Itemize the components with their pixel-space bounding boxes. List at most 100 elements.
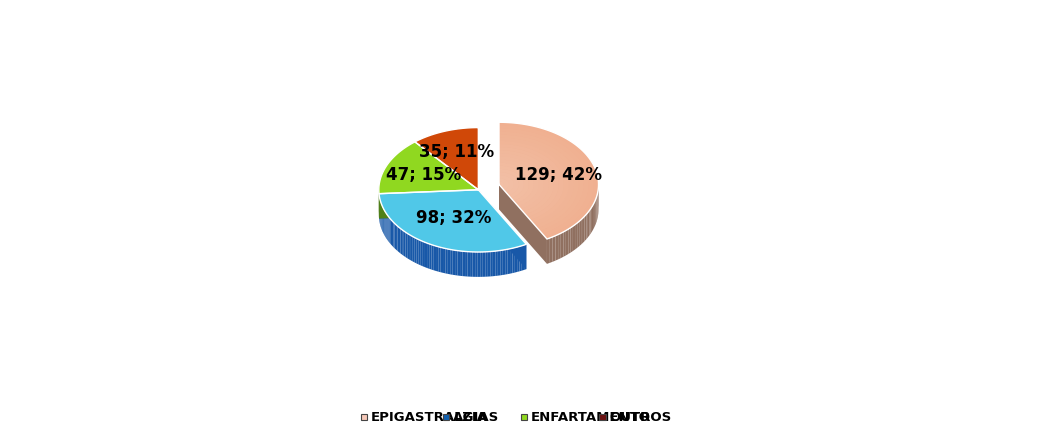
Polygon shape [389,216,390,243]
Polygon shape [486,252,488,277]
Polygon shape [522,245,524,271]
Polygon shape [499,154,549,212]
Polygon shape [473,252,475,277]
Polygon shape [397,226,399,252]
Polygon shape [379,190,526,252]
Polygon shape [513,248,515,273]
Polygon shape [499,160,539,206]
Polygon shape [457,251,461,276]
Polygon shape [499,135,578,228]
Text: AZIA: AZIA [453,411,488,424]
Polygon shape [425,242,427,268]
Text: EPIGASTRALGIAS: EPIGASTRALGIAS [371,411,499,424]
Polygon shape [579,220,581,246]
Polygon shape [433,246,436,271]
Polygon shape [561,232,564,258]
Polygon shape [463,251,465,276]
Polygon shape [499,157,544,209]
Bar [443,414,449,421]
Polygon shape [431,245,433,270]
Polygon shape [547,238,550,264]
Polygon shape [448,249,450,275]
Polygon shape [568,227,571,254]
Text: 98; 32%: 98; 32% [416,209,491,227]
Polygon shape [559,233,561,260]
Polygon shape [499,184,547,264]
Polygon shape [475,252,477,277]
Bar [361,414,368,421]
Polygon shape [405,232,407,258]
Polygon shape [587,213,588,239]
Polygon shape [499,172,519,195]
Polygon shape [499,141,569,223]
Polygon shape [450,249,452,275]
Polygon shape [395,224,396,249]
Polygon shape [452,250,455,275]
Polygon shape [499,147,559,217]
Polygon shape [498,250,500,276]
Polygon shape [495,251,498,276]
Text: ENFARTAMENTO: ENFARTAMENTO [531,411,651,424]
Polygon shape [491,251,493,276]
Polygon shape [436,246,439,271]
Polygon shape [441,247,443,273]
Polygon shape [393,222,395,248]
Polygon shape [499,163,534,204]
Polygon shape [499,175,514,193]
Text: 129; 42%: 129; 42% [516,166,602,184]
Polygon shape [465,251,468,276]
Polygon shape [524,244,526,270]
Polygon shape [392,221,393,247]
Polygon shape [379,190,478,219]
Polygon shape [461,251,463,276]
Polygon shape [499,178,508,190]
Polygon shape [566,229,568,256]
Polygon shape [499,150,553,214]
Polygon shape [499,138,574,225]
Polygon shape [575,223,577,249]
Text: OUTROS: OUTROS [610,411,671,424]
Polygon shape [390,218,391,244]
Polygon shape [413,237,415,263]
Polygon shape [505,249,507,275]
Polygon shape [478,190,526,269]
Polygon shape [517,246,520,272]
Polygon shape [445,249,448,274]
Polygon shape [417,238,419,264]
Polygon shape [410,235,411,260]
Polygon shape [468,252,470,277]
Polygon shape [470,252,473,277]
Polygon shape [591,207,592,234]
Polygon shape [573,224,575,251]
Polygon shape [402,230,404,256]
Polygon shape [404,231,405,257]
Polygon shape [564,231,566,257]
Polygon shape [499,166,529,201]
Polygon shape [423,242,425,267]
Polygon shape [443,248,445,273]
Polygon shape [379,190,478,219]
Polygon shape [500,250,503,275]
Polygon shape [427,243,429,269]
Bar [599,414,605,421]
Polygon shape [415,128,478,190]
Bar [521,414,527,421]
Polygon shape [552,236,555,262]
Polygon shape [400,229,402,255]
Polygon shape [511,248,513,274]
Polygon shape [588,211,590,237]
Polygon shape [499,122,598,239]
Polygon shape [503,249,505,275]
Polygon shape [396,225,397,251]
Polygon shape [455,250,457,275]
Polygon shape [391,220,392,246]
Polygon shape [399,227,400,253]
Polygon shape [499,169,524,198]
Polygon shape [582,216,585,243]
Polygon shape [480,252,482,277]
Polygon shape [429,244,431,270]
Polygon shape [585,214,587,241]
Polygon shape [493,251,495,276]
Polygon shape [482,252,486,277]
Polygon shape [571,226,573,253]
